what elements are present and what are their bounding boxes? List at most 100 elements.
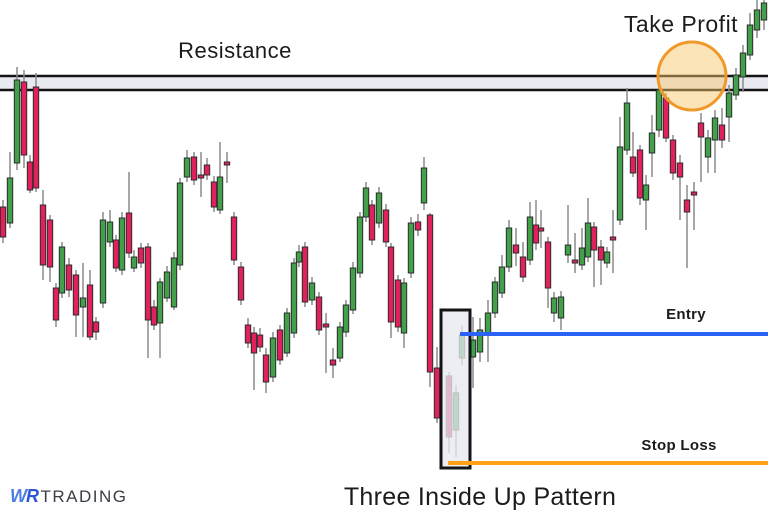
candle-body-bull — [269, 337, 277, 378]
stop-loss-label: Stop Loss — [641, 437, 717, 454]
candle-body-bull — [407, 222, 415, 274]
candle-body-bear — [322, 323, 330, 328]
candle-body-bear — [276, 329, 284, 361]
candle-body-bear — [426, 214, 434, 373]
candle-body-bear — [629, 156, 637, 174]
candle-body-bull — [642, 184, 650, 201]
candle-body-bull — [725, 92, 733, 118]
candle-body-bear — [244, 324, 252, 344]
candle-body-bull — [216, 176, 224, 211]
candle-body-bear — [394, 279, 402, 328]
candle-body-bull — [342, 304, 350, 333]
candle-body-bear — [223, 161, 231, 166]
candle-body-bear — [519, 256, 527, 278]
candle-body-bear — [210, 181, 218, 208]
candle-body-bear — [544, 241, 552, 289]
candle-body-bull — [99, 219, 107, 304]
candle-body-bear — [329, 359, 337, 366]
candle-body-bear — [262, 354, 270, 383]
candle-body-bull — [362, 187, 370, 218]
candle-body-bear — [86, 284, 94, 338]
candle-body-bull — [118, 217, 126, 271]
candle-body-bull — [375, 192, 383, 224]
candle-body-bear — [532, 224, 540, 244]
candle-body-bear — [683, 199, 691, 213]
candle-body-bull — [130, 256, 138, 269]
candle-body-bull — [6, 177, 14, 224]
candle-body-bear — [190, 156, 198, 181]
candle-body-bull — [484, 312, 492, 336]
candle-body-bear — [256, 334, 264, 348]
candle-body-bull — [732, 74, 740, 96]
candle-body-bull — [564, 244, 572, 256]
candle-body-bear — [92, 321, 100, 333]
candle-body-bear — [537, 227, 545, 232]
candle-body-bear — [718, 124, 726, 141]
candle-body-bear — [662, 97, 670, 139]
logo-letter-w: W — [10, 486, 27, 506]
candle-body-bear — [237, 266, 245, 301]
candle-body-bull — [283, 312, 291, 354]
candle-body-bear — [590, 226, 598, 251]
candle-body-bear — [72, 274, 80, 316]
candle-body-bear — [32, 86, 40, 189]
candle-body-bear — [512, 244, 520, 254]
candle-body-bull — [349, 267, 357, 311]
candle-body-bull — [476, 329, 484, 353]
candle-body-bull — [648, 132, 656, 154]
candle-body-bull — [704, 137, 712, 158]
candle-body-bull — [170, 257, 178, 308]
logo-letter-r: R — [26, 486, 39, 506]
entry-label: Entry — [666, 306, 706, 323]
resistance-label: Resistance — [178, 38, 292, 63]
candle-body-bull — [578, 247, 586, 266]
candle-body-bull — [760, 2, 768, 21]
candle-body-bull — [400, 282, 408, 334]
candle-body-bear — [250, 332, 258, 354]
logo-trading-text: TRADING — [40, 487, 128, 506]
take-profit-label: Take Profit — [623, 11, 739, 37]
candle-body-bear — [433, 367, 441, 419]
candle-body-bear — [197, 174, 205, 179]
entry-line — [460, 332, 768, 336]
candle-body-bear — [597, 246, 605, 261]
take-profit-circle — [656, 40, 728, 112]
candle-body-bear — [368, 204, 376, 241]
candle-body-bear — [137, 247, 145, 264]
candle-body-bull — [550, 297, 558, 314]
candle-body-bull — [746, 24, 754, 56]
candle-body-bull — [356, 216, 364, 274]
candle-body-bear — [39, 204, 47, 266]
candle-body-bull — [106, 221, 114, 243]
candle-body-bull — [308, 282, 316, 301]
candle-body-bull — [183, 157, 191, 178]
candle-body-bull — [557, 296, 565, 319]
candle-body-bull — [623, 102, 631, 151]
candle-body-bear — [26, 161, 34, 191]
candle-body-bear — [609, 236, 617, 241]
candle-body-bull — [655, 89, 663, 131]
candle-body-bear — [301, 246, 309, 303]
candle-body-bear — [144, 246, 152, 321]
candle-body-bear — [65, 264, 73, 291]
candle-body-bull — [491, 281, 499, 314]
candle-body-bear — [697, 122, 705, 138]
candle-body-bear — [230, 216, 238, 261]
candle-body-bull — [498, 266, 506, 294]
candle-body-bear — [690, 191, 698, 196]
candle-body-bull — [753, 9, 761, 31]
candle-body-bull — [603, 251, 611, 264]
candle-body-bull — [176, 182, 184, 266]
candle-body-bear — [414, 221, 422, 231]
candle-body-bull — [295, 251, 303, 263]
candle-body-bear — [203, 164, 211, 176]
candle-body-bull — [58, 246, 66, 294]
pattern-highlight-box — [439, 308, 472, 470]
candle-body-bear — [52, 287, 60, 321]
candle-body-bull — [584, 222, 592, 258]
candle-body-bear — [676, 162, 684, 178]
candle-body-bear — [382, 209, 390, 243]
candle-body-bear — [669, 139, 677, 174]
candle-body-bear — [125, 212, 133, 254]
